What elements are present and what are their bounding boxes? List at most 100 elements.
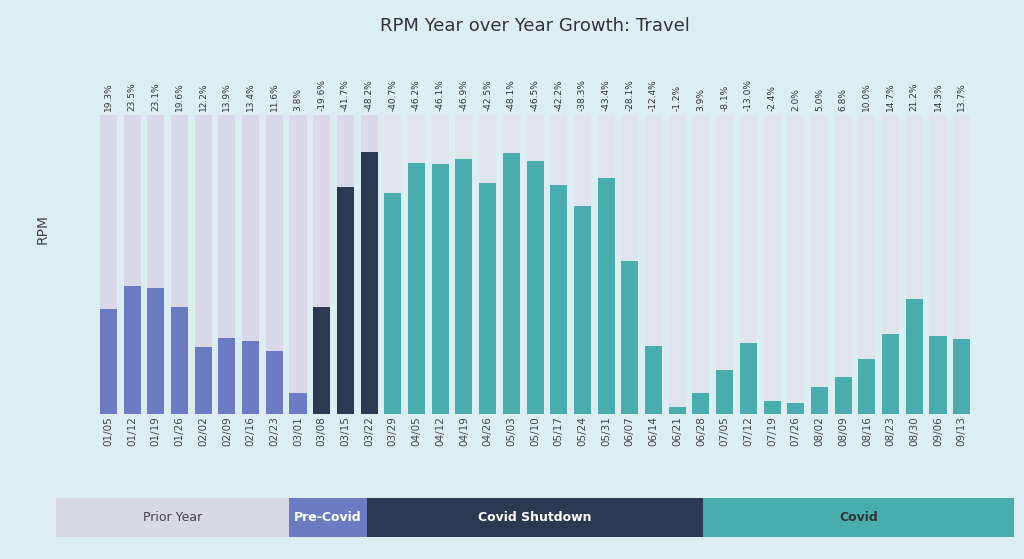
- Bar: [313, 307, 330, 414]
- Bar: [266, 350, 283, 414]
- Text: 13.9%: 13.9%: [222, 82, 231, 111]
- Bar: [550, 115, 567, 414]
- Text: -48.2%: -48.2%: [365, 79, 374, 111]
- Bar: [503, 153, 520, 414]
- Bar: [573, 115, 591, 414]
- Text: 23.5%: 23.5%: [128, 82, 136, 111]
- Bar: [195, 348, 212, 414]
- Bar: [479, 183, 497, 414]
- Bar: [360, 115, 378, 414]
- Bar: [432, 115, 449, 414]
- Text: 14.7%: 14.7%: [886, 82, 895, 111]
- Bar: [906, 299, 923, 414]
- Text: -19.6%: -19.6%: [317, 79, 327, 111]
- Text: -28.1%: -28.1%: [626, 79, 634, 111]
- Bar: [598, 178, 614, 414]
- Bar: [645, 115, 663, 414]
- Bar: [645, 347, 663, 414]
- Bar: [100, 115, 117, 414]
- Bar: [100, 309, 117, 414]
- Bar: [716, 369, 733, 414]
- Text: 2.0%: 2.0%: [792, 88, 801, 111]
- Bar: [835, 115, 852, 414]
- Bar: [622, 115, 638, 414]
- Bar: [811, 386, 828, 414]
- Bar: [360, 152, 378, 414]
- Bar: [313, 115, 330, 414]
- Bar: [171, 115, 188, 414]
- Bar: [811, 115, 828, 414]
- Bar: [147, 288, 164, 414]
- Text: 5.0%: 5.0%: [815, 88, 824, 111]
- Bar: [550, 184, 567, 414]
- Text: 23.1%: 23.1%: [152, 82, 161, 111]
- Bar: [835, 377, 852, 414]
- Bar: [669, 407, 686, 414]
- Text: 10.0%: 10.0%: [862, 82, 871, 111]
- Y-axis label: RPM: RPM: [36, 214, 49, 244]
- Text: 3.9%: 3.9%: [696, 88, 706, 111]
- Text: 3.8%: 3.8%: [294, 88, 302, 111]
- Text: -38.3%: -38.3%: [578, 79, 587, 111]
- Bar: [337, 115, 354, 414]
- Text: 19.6%: 19.6%: [175, 82, 184, 111]
- Title: RPM Year over Year Growth: Travel: RPM Year over Year Growth: Travel: [380, 17, 690, 35]
- Bar: [124, 286, 140, 414]
- Text: 11.6%: 11.6%: [269, 82, 279, 111]
- Bar: [456, 159, 472, 414]
- Text: 13.7%: 13.7%: [957, 82, 967, 111]
- Bar: [147, 115, 164, 414]
- Text: -43.4%: -43.4%: [602, 79, 610, 111]
- Bar: [882, 115, 899, 414]
- Text: -42.5%: -42.5%: [483, 79, 493, 111]
- Text: -12.4%: -12.4%: [649, 79, 658, 111]
- Text: 12.2%: 12.2%: [199, 82, 208, 111]
- Bar: [858, 359, 876, 414]
- Bar: [384, 115, 401, 414]
- Bar: [858, 115, 876, 414]
- Bar: [598, 115, 614, 414]
- Text: Covid: Covid: [839, 510, 878, 524]
- Bar: [337, 187, 354, 414]
- Bar: [408, 115, 425, 414]
- Text: 21.2%: 21.2%: [909, 82, 919, 111]
- Bar: [456, 115, 472, 414]
- Bar: [526, 115, 544, 414]
- Bar: [787, 115, 804, 414]
- Text: Pre-Covid: Pre-Covid: [294, 510, 361, 524]
- Bar: [408, 163, 425, 414]
- Text: 19.3%: 19.3%: [103, 82, 113, 111]
- Bar: [669, 115, 686, 414]
- Text: Covid Shutdown: Covid Shutdown: [478, 510, 592, 524]
- Text: -1.2%: -1.2%: [673, 85, 682, 111]
- Bar: [526, 162, 544, 414]
- Text: -46.1%: -46.1%: [436, 79, 444, 111]
- Text: -46.2%: -46.2%: [412, 79, 421, 111]
- Text: -13.0%: -13.0%: [743, 79, 753, 111]
- Text: 13.4%: 13.4%: [246, 82, 255, 111]
- Text: Prior Year: Prior Year: [143, 510, 203, 524]
- Bar: [124, 115, 140, 414]
- Bar: [764, 401, 780, 414]
- Bar: [692, 392, 710, 414]
- Text: -48.1%: -48.1%: [507, 79, 516, 111]
- Text: -40.7%: -40.7%: [388, 79, 397, 111]
- Bar: [716, 115, 733, 414]
- Text: -2.4%: -2.4%: [768, 85, 776, 111]
- Bar: [242, 341, 259, 414]
- Bar: [930, 115, 946, 414]
- Bar: [953, 115, 970, 414]
- Bar: [930, 336, 946, 414]
- Bar: [171, 307, 188, 414]
- Bar: [384, 193, 401, 414]
- Bar: [218, 115, 236, 414]
- Bar: [739, 343, 757, 414]
- Bar: [573, 206, 591, 414]
- Bar: [432, 164, 449, 414]
- Text: -41.7%: -41.7%: [341, 79, 350, 111]
- Text: -8.1%: -8.1%: [720, 84, 729, 111]
- Bar: [195, 115, 212, 414]
- Bar: [290, 393, 306, 414]
- Bar: [479, 115, 497, 414]
- Bar: [692, 115, 710, 414]
